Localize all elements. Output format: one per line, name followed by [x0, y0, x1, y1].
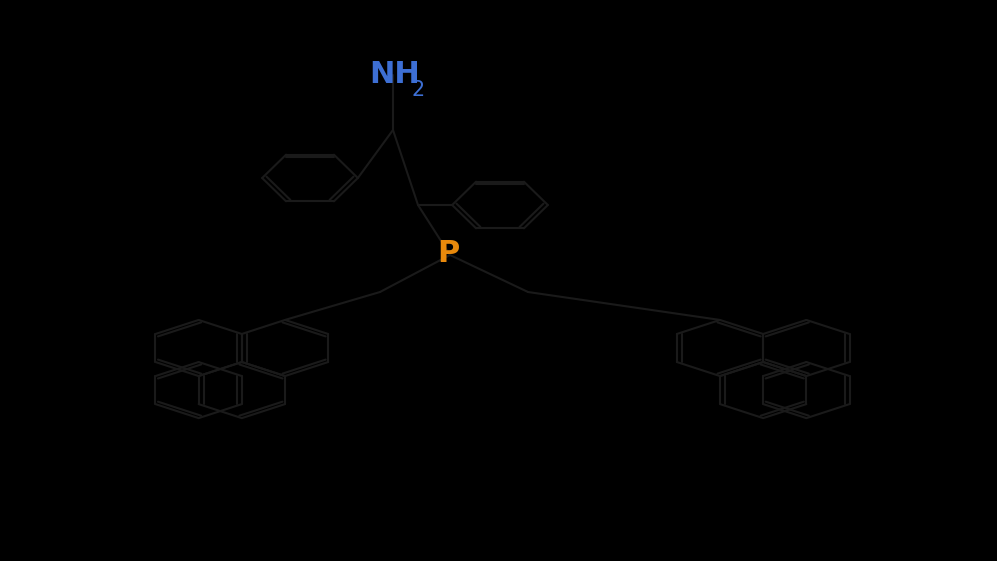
Text: NH: NH: [369, 60, 420, 89]
Text: P: P: [438, 238, 460, 268]
Text: 2: 2: [412, 80, 425, 100]
